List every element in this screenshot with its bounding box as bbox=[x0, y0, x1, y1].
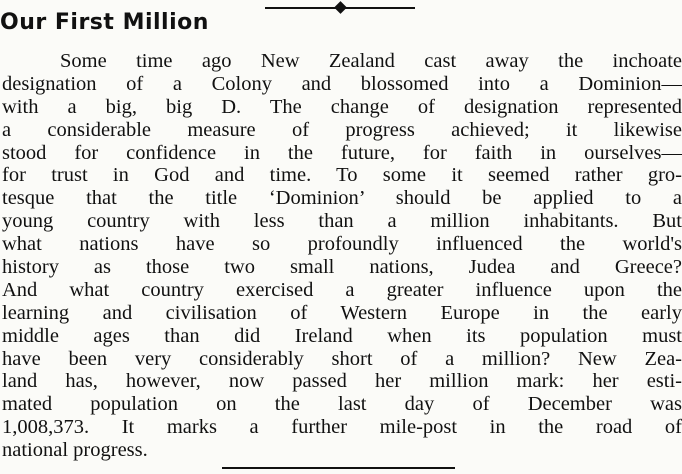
text-line: land has, however, now passed her millio… bbox=[2, 370, 682, 393]
text-line: mated population on the last day of Dece… bbox=[2, 393, 682, 416]
text-line: And what country exercised a greater inf… bbox=[2, 278, 682, 301]
bottom-rule bbox=[222, 467, 455, 469]
text-line: 1,008,373. It marks a further mile-post … bbox=[2, 416, 682, 439]
text-line: learning and civilisation of Western Eur… bbox=[2, 301, 682, 324]
text-line: designation of a Colony and blossomed in… bbox=[2, 72, 682, 95]
text-line: middle ages than did Ireland when its po… bbox=[2, 324, 682, 347]
text-line: stood for confidence in the future, for … bbox=[2, 141, 682, 164]
article-body: Some time ago New Zealand cast away the … bbox=[2, 50, 682, 462]
text-line: a considerable measure of progress achie… bbox=[2, 118, 682, 141]
rule-ornament bbox=[334, 1, 347, 14]
text-line: history as those two small nations, Jude… bbox=[2, 256, 682, 279]
text-line: tesque that the title ‘Dominion’ should … bbox=[2, 187, 682, 210]
text-line: Some time ago New Zealand cast away the … bbox=[60, 50, 682, 72]
text-line: have been very considerably short of a m… bbox=[2, 347, 682, 370]
text-line: with a big, big D. The change of designa… bbox=[2, 95, 682, 118]
headline: Our First Million bbox=[0, 10, 209, 35]
text-line: young country with less than a million i… bbox=[2, 210, 682, 233]
text-line: national progress. bbox=[2, 439, 148, 462]
text-line: what nations have so profoundly influenc… bbox=[2, 233, 682, 256]
text-line: for trust in God and time. To some it se… bbox=[2, 164, 682, 187]
